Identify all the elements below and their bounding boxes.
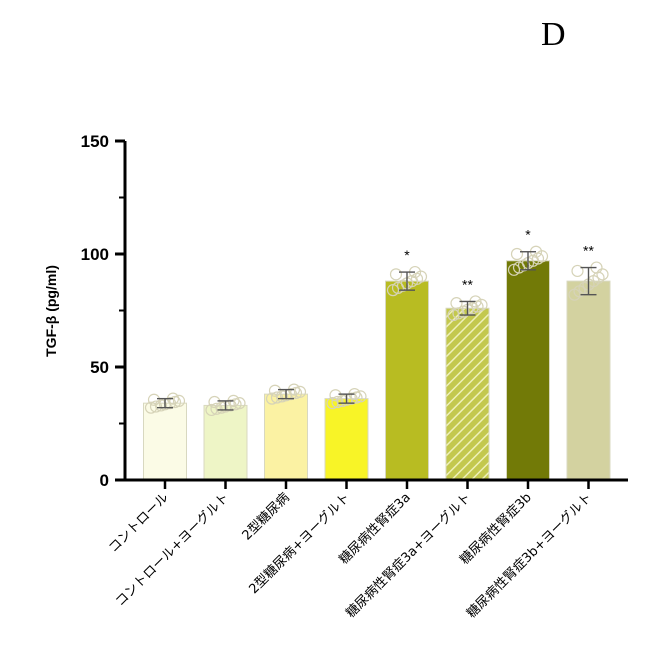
data-point bbox=[389, 268, 403, 281]
data-point bbox=[268, 384, 282, 397]
data-point bbox=[270, 391, 284, 404]
category-label-2: コントロール+ヨーグルト bbox=[113, 490, 232, 609]
significance-marker-7: * bbox=[525, 227, 531, 243]
bar-4 bbox=[324, 398, 369, 481]
y-axis: 0 50 100 150 bbox=[81, 132, 127, 490]
data-point bbox=[293, 385, 307, 398]
bar-2 bbox=[203, 404, 248, 481]
data-point bbox=[147, 393, 161, 406]
bar-6 bbox=[445, 307, 490, 481]
y-axis-label-group: TGF-β (pg/ml) bbox=[43, 265, 59, 357]
bar-8 bbox=[566, 280, 611, 481]
y-tick-label-100: 100 bbox=[81, 245, 109, 264]
significance-marker-8: ** bbox=[583, 243, 594, 259]
data-point bbox=[510, 247, 524, 261]
y-tick-label-50: 50 bbox=[90, 358, 109, 377]
y-tick-label-0: 0 bbox=[100, 471, 109, 490]
category-label-4: 2型糖尿病+ヨーグルト bbox=[246, 490, 354, 598]
category-label-3: 2型糖尿病 bbox=[239, 490, 293, 544]
bar-1 bbox=[143, 402, 187, 481]
data-point bbox=[578, 281, 591, 294]
data-point bbox=[172, 394, 186, 407]
category-label-6: 糖尿病性腎症3a+ヨーグルト bbox=[343, 490, 475, 622]
category-label-1: コントロール bbox=[106, 490, 172, 556]
data-point bbox=[596, 268, 609, 281]
data-point bbox=[571, 264, 584, 278]
bar-7 bbox=[506, 260, 550, 481]
data-point bbox=[149, 400, 163, 413]
significance-markers: ****** bbox=[404, 227, 594, 293]
error-bars bbox=[157, 251, 597, 411]
x-axis bbox=[123, 478, 628, 489]
panel-letter: D bbox=[541, 16, 566, 53]
bars bbox=[143, 260, 611, 481]
y-axis-label: TGF-β (pg/ml) bbox=[43, 265, 59, 357]
bar-3 bbox=[264, 393, 308, 481]
data-point bbox=[450, 297, 463, 310]
data-point bbox=[475, 298, 488, 311]
data-point bbox=[354, 390, 367, 403]
bar-5 bbox=[385, 280, 429, 481]
significance-marker-5: * bbox=[404, 247, 410, 263]
data-point bbox=[331, 395, 344, 409]
y-tick-label-150: 150 bbox=[81, 132, 109, 151]
data-points bbox=[144, 245, 609, 417]
data-point bbox=[233, 397, 246, 410]
data-point bbox=[208, 395, 221, 409]
significance-marker-6: ** bbox=[462, 276, 473, 292]
data-point bbox=[210, 402, 223, 415]
data-point bbox=[329, 389, 342, 402]
category-label-8: 糖尿病性腎症3b+ヨーグルト bbox=[464, 490, 596, 622]
